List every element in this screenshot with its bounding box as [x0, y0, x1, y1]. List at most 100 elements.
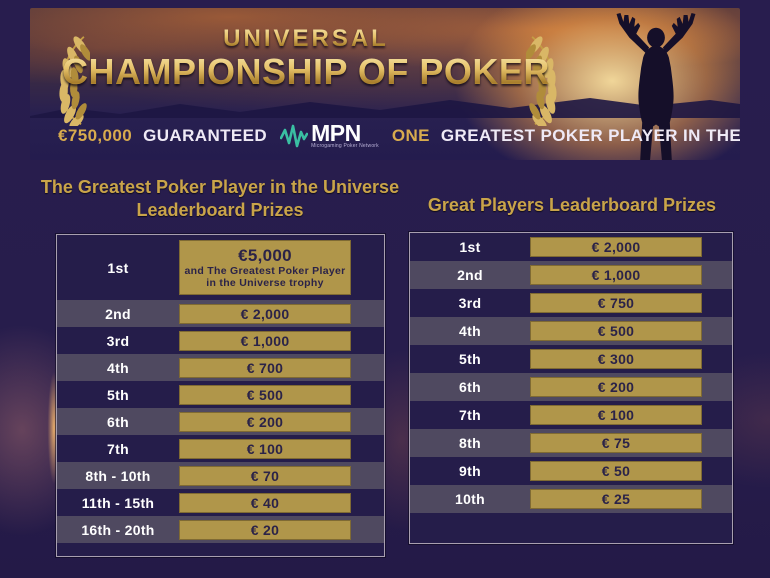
prize-amount: € 25 [601, 491, 631, 507]
left-board-title: The Greatest Poker Player in the Univers… [10, 176, 430, 222]
prize-amount: € 700 [246, 359, 284, 376]
rank-label: 10th [455, 491, 485, 507]
rank-label: 16th - 20th [81, 521, 155, 538]
table-row: 10th € 25 [410, 485, 732, 513]
prize-amount: € 100 [597, 407, 635, 423]
rank-label: 7th [459, 407, 481, 423]
prize-amount: €5,000 [238, 246, 292, 265]
rank-label: 3rd [458, 295, 482, 311]
rank-label: 1st [459, 239, 481, 255]
prize-cell: € 75 [530, 433, 702, 453]
prize-amount: € 20 [250, 521, 280, 538]
prize-amount: € 2,000 [591, 239, 641, 255]
prize-amount: € 50 [601, 463, 631, 479]
prize-amount: € 200 [246, 413, 284, 430]
greatest-player-prize-table: 1st €5,000 and The Greatest Poker Player… [56, 234, 385, 557]
prize-note: and The Greatest Poker Player in the Uni… [184, 265, 346, 289]
mpn-wordmark: MPN Microgaming Poker Network [311, 120, 379, 149]
prize-cell: € 200 [179, 411, 351, 432]
tagline-one: ONE [391, 126, 430, 145]
guarantee-amount: €750,000 [58, 126, 133, 145]
rank-label: 4th [107, 359, 129, 376]
rank-label: 6th [107, 413, 129, 430]
table-row: 7th € 100 [410, 401, 732, 429]
prize-amount: € 40 [250, 494, 280, 511]
table-row: 11th - 15th € 40 [57, 489, 384, 516]
great-players-prize-table: 1st € 2,000 2nd € 1,000 3rd € 750 4th € … [409, 232, 733, 544]
prize-amount: € 500 [597, 323, 635, 339]
table-row: 9th € 50 [410, 457, 732, 485]
banner-tagline: €750,000 GUARANTEED MPN Microgaming Poke… [58, 120, 740, 152]
rank-label: 3rd [106, 332, 130, 349]
table-row: 1st € 2,000 [410, 233, 732, 261]
table-row: 6th € 200 [410, 373, 732, 401]
rank-label: 9th [459, 463, 481, 479]
prize-cell: € 100 [179, 438, 351, 459]
rank-label: 8th - 10th [85, 467, 151, 484]
prize-amount: € 100 [246, 440, 284, 457]
mpn-name: MPN [311, 120, 361, 146]
table-row: 8th - 10th € 70 [57, 462, 384, 489]
rank-label: 2nd [105, 305, 131, 322]
prize-amount: € 200 [597, 379, 635, 395]
prize-cell: € 2,000 [179, 303, 351, 324]
prize-amount: € 75 [601, 435, 631, 451]
prize-cell: € 20 [179, 519, 351, 540]
rank-label: 5th [107, 386, 129, 403]
table-row: 7th € 100 [57, 435, 384, 462]
prize-amount: € 70 [250, 467, 280, 484]
table-row: 8th € 75 [410, 429, 732, 457]
prize-cell: €5,000 and The Greatest Poker Player in … [179, 240, 351, 295]
guarantee-label: GUARANTEED [143, 126, 268, 145]
mpn-subtext: Microgaming Poker Network [311, 143, 379, 149]
left-board-title-line2: Leaderboard Prizes [136, 200, 304, 220]
rank-label: 4th [459, 323, 481, 339]
prize-cell: € 25 [530, 489, 702, 509]
table-row: 2nd € 1,000 [410, 261, 732, 289]
table-row: 4th € 700 [57, 354, 384, 381]
prize-amount: € 1,000 [591, 267, 641, 283]
mountains-silhouette [30, 98, 740, 118]
rank-label: 7th [107, 440, 129, 457]
prize-cell: € 500 [530, 321, 702, 341]
championship-banner: UNIVERSAL CHAMPIONSHIP OF POKER €750,000… [30, 8, 740, 160]
table-row: 5th € 300 [410, 345, 732, 373]
prize-cell: € 70 [179, 465, 351, 486]
mpn-waveform-icon [280, 124, 309, 148]
prize-cell: € 50 [530, 461, 702, 481]
table-row: 3rd € 1,000 [57, 327, 384, 354]
tagline-rest: GREATEST POKER PLAYER IN THE UNIVERSE [440, 126, 740, 145]
prize-amount: € 750 [597, 295, 635, 311]
rank-label: 6th [459, 379, 481, 395]
rank-label: 2nd [457, 267, 483, 283]
table-row: 5th € 500 [57, 381, 384, 408]
prize-cell: € 500 [179, 384, 351, 405]
rank-label: 5th [459, 351, 481, 367]
table-row: 3rd € 750 [410, 289, 732, 317]
table-row: 2nd € 2,000 [57, 300, 384, 327]
prize-cell: € 300 [530, 349, 702, 369]
prize-cell: € 700 [179, 357, 351, 378]
table-row: 4th € 500 [410, 317, 732, 345]
prize-amount: € 300 [597, 351, 635, 367]
rank-label: 11th - 15th [81, 494, 155, 511]
right-board-title: Great Players Leaderboard Prizes [427, 195, 717, 215]
prize-cell: € 200 [530, 377, 702, 397]
laurel-left-icon [59, 36, 90, 126]
prize-amount: € 500 [246, 386, 284, 403]
table-row: 16th - 20th € 20 [57, 516, 384, 543]
banner-title-universal: UNIVERSAL [30, 26, 582, 52]
prize-cell: € 750 [530, 293, 702, 313]
prize-cell: € 2,000 [530, 237, 702, 257]
rank-label: 1st [107, 259, 129, 276]
prize-amount: € 1,000 [240, 332, 290, 349]
table-row: 6th € 200 [57, 408, 384, 435]
prize-cell: € 1,000 [179, 330, 351, 351]
laurel-right-icon [526, 36, 557, 126]
table-row: 1st €5,000 and The Greatest Poker Player… [57, 235, 384, 300]
mpn-logo: MPN Microgaming Poker Network [280, 120, 379, 149]
prize-cell: € 100 [530, 405, 702, 425]
left-board-title-line1: The Greatest Poker Player in the Univers… [40, 177, 400, 197]
prize-amount: € 2,000 [240, 305, 290, 322]
